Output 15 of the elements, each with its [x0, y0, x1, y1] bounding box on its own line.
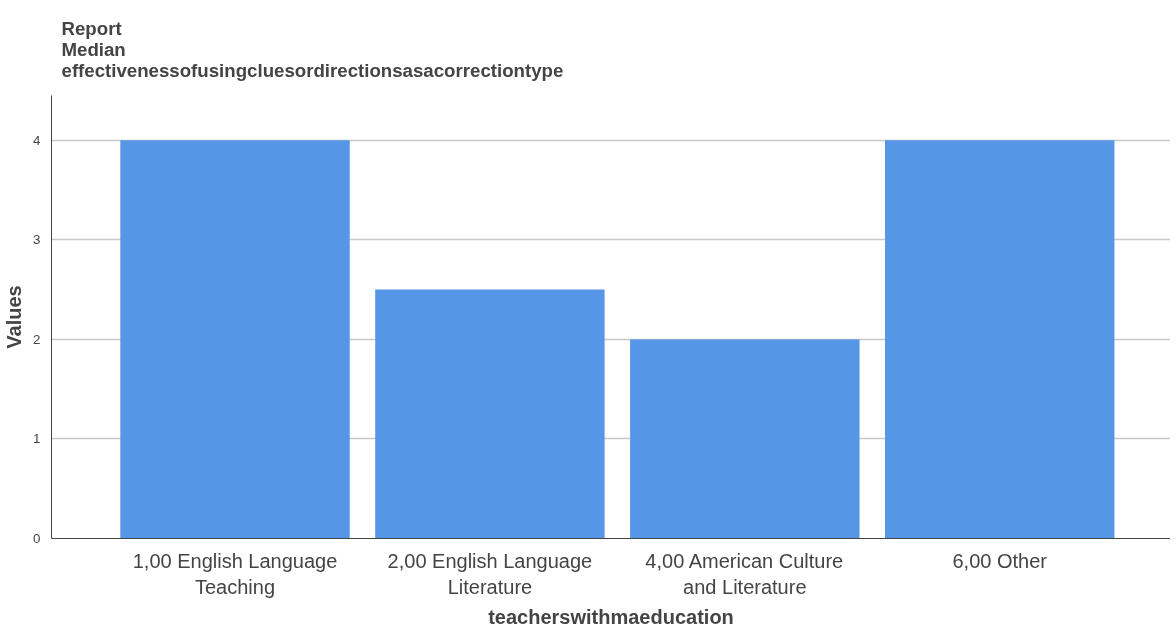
y-tick-label: 1: [33, 431, 41, 447]
bar: [885, 140, 1115, 539]
x-tick-label: 4,00 American Culture and Literature: [645, 549, 844, 598]
bar: [630, 339, 860, 539]
y-tick-label: 4: [33, 132, 42, 148]
x-tick-label: 6,00 Other: [952, 549, 1048, 572]
x-tick-label: 1,00 English Language Teaching: [132, 549, 338, 598]
y-tick-label: 2: [33, 331, 41, 347]
y-axis-title: Values: [3, 285, 26, 349]
bar: [120, 140, 350, 539]
y-tick-label: 0: [33, 531, 41, 546]
chart-title: Report Median effectivenessofusingcluesordirectionsasacorrectiontype: [61, 17, 564, 81]
x-axis-title: teacherswithmaeducation: [488, 605, 734, 628]
y-tick-label: 3: [33, 232, 41, 248]
bar: [375, 289, 605, 539]
